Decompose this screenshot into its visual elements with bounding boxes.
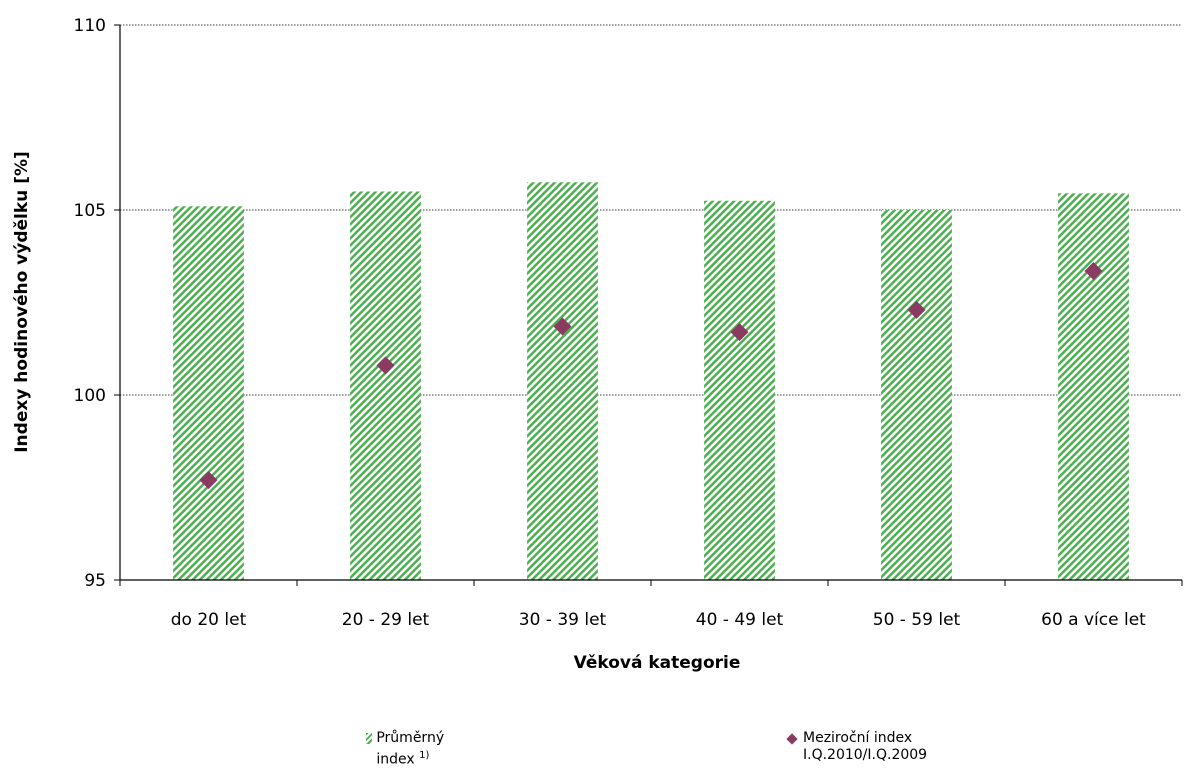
legend-label-yoy-line2: I.Q.2010/I.Q.2009 <box>803 747 928 763</box>
bar <box>527 182 598 580</box>
x-tick-label: do 20 let <box>171 610 247 630</box>
y-tick-label: 110 <box>74 16 106 36</box>
y-axis-title: Indexy hodinového výdělku [%] <box>12 151 32 453</box>
bar <box>1058 193 1129 580</box>
bar <box>173 206 244 581</box>
legend-label-yoy-line1: Meziroční index <box>803 730 913 746</box>
data-point-marker <box>376 356 395 375</box>
x-tick-label: 60 a více let <box>1041 610 1146 630</box>
x-tick-label: 50 - 59 let <box>873 610 961 630</box>
legend-item-average: Průměrný index 1) <box>366 730 449 769</box>
bar <box>350 191 421 580</box>
bar <box>704 200 775 580</box>
bar <box>881 210 952 580</box>
x-axis-title: Věková kategorie <box>574 653 741 673</box>
y-tick-label: 105 <box>74 201 106 221</box>
x-tick-label: 20 - 29 let <box>342 610 430 630</box>
data-point-marker <box>907 300 926 319</box>
data-point-marker <box>553 317 572 336</box>
x-tick-label: 40 - 49 let <box>696 610 784 630</box>
diamond-marker-icon <box>786 733 798 745</box>
legend-label-average: Průměrný index <box>376 730 445 768</box>
x-tick-label: 30 - 39 let <box>519 610 607 630</box>
legend-item-yoy: Meziroční index I.Q.2010/I.Q.2009 <box>786 730 927 764</box>
hatched-swatch-icon <box>366 733 373 744</box>
y-tick-label: 100 <box>74 386 106 406</box>
legend-footnote: 1) <box>419 750 430 761</box>
data-point-marker <box>1084 262 1103 281</box>
data-point-marker <box>199 471 218 490</box>
data-point-marker <box>730 323 749 342</box>
y-tick-label: 95 <box>84 571 106 591</box>
